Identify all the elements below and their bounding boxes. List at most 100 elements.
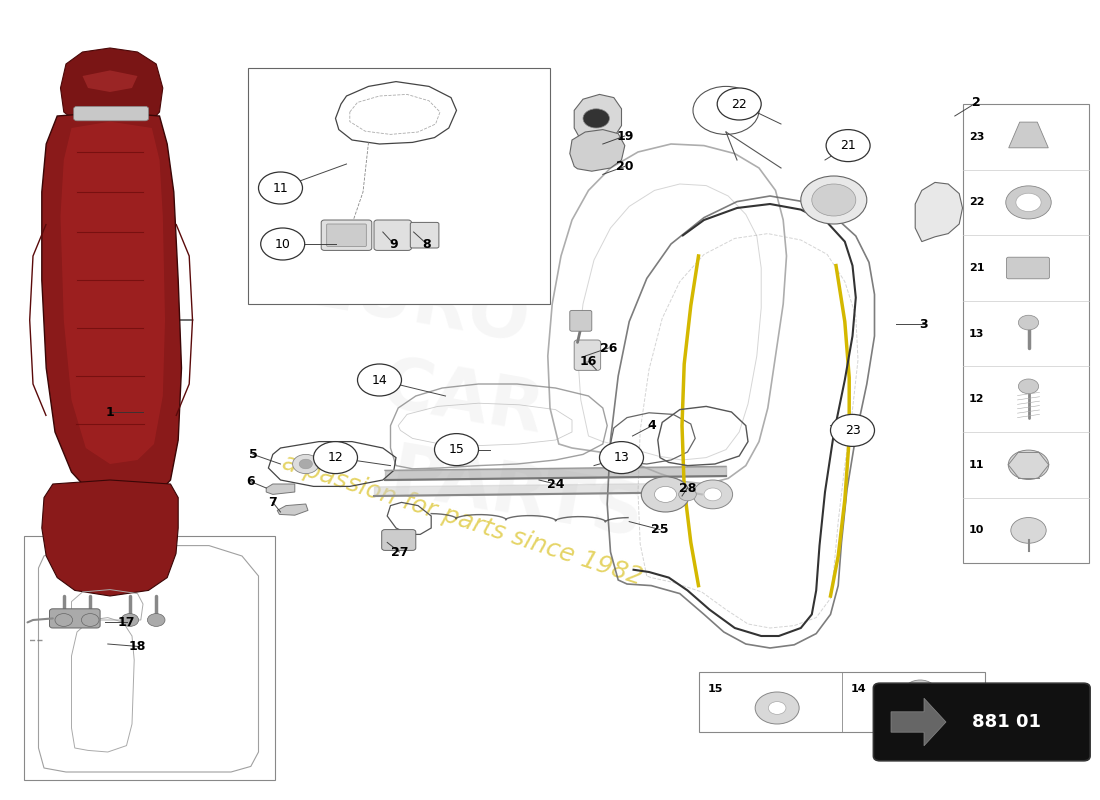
Text: 17: 17 bbox=[118, 616, 135, 629]
Circle shape bbox=[904, 680, 936, 704]
Text: 13: 13 bbox=[969, 329, 984, 338]
Text: 27: 27 bbox=[390, 546, 408, 558]
Circle shape bbox=[641, 477, 690, 512]
Text: 16: 16 bbox=[580, 355, 597, 368]
Text: 23: 23 bbox=[969, 132, 984, 142]
Text: 7: 7 bbox=[268, 496, 277, 509]
Circle shape bbox=[358, 364, 402, 396]
FancyBboxPatch shape bbox=[1006, 258, 1049, 278]
Text: 1: 1 bbox=[106, 406, 114, 418]
Text: 4: 4 bbox=[648, 419, 657, 432]
Circle shape bbox=[830, 414, 874, 446]
Bar bbox=[698, 672, 984, 732]
Text: CAR: CAR bbox=[375, 352, 549, 448]
Polygon shape bbox=[82, 70, 138, 92]
Text: 15: 15 bbox=[707, 684, 723, 694]
Polygon shape bbox=[60, 122, 165, 464]
Text: 28: 28 bbox=[679, 482, 696, 494]
Circle shape bbox=[1009, 450, 1048, 479]
Text: 881 01: 881 01 bbox=[971, 713, 1041, 731]
Text: 6: 6 bbox=[246, 475, 255, 488]
Text: 21: 21 bbox=[969, 263, 984, 273]
Text: 22: 22 bbox=[969, 198, 984, 207]
FancyBboxPatch shape bbox=[327, 224, 366, 246]
FancyBboxPatch shape bbox=[873, 683, 1090, 761]
FancyBboxPatch shape bbox=[321, 220, 372, 250]
Text: 18: 18 bbox=[129, 640, 146, 653]
Polygon shape bbox=[266, 484, 295, 494]
Circle shape bbox=[693, 480, 733, 509]
Polygon shape bbox=[277, 504, 308, 515]
Circle shape bbox=[1016, 194, 1041, 211]
Text: 20: 20 bbox=[616, 160, 634, 173]
FancyBboxPatch shape bbox=[570, 310, 592, 331]
Circle shape bbox=[55, 614, 73, 626]
Polygon shape bbox=[891, 698, 946, 746]
Polygon shape bbox=[60, 48, 163, 128]
Circle shape bbox=[147, 614, 165, 626]
Circle shape bbox=[583, 109, 609, 128]
FancyBboxPatch shape bbox=[382, 530, 416, 550]
FancyBboxPatch shape bbox=[410, 222, 439, 248]
Circle shape bbox=[121, 614, 139, 626]
Polygon shape bbox=[570, 130, 625, 171]
Circle shape bbox=[293, 454, 319, 474]
Text: 14: 14 bbox=[372, 374, 387, 386]
Circle shape bbox=[81, 614, 99, 626]
Text: 15: 15 bbox=[449, 443, 464, 456]
Circle shape bbox=[1019, 379, 1038, 394]
Circle shape bbox=[600, 442, 643, 474]
Text: 13: 13 bbox=[614, 451, 629, 464]
Text: 9: 9 bbox=[389, 238, 398, 250]
Circle shape bbox=[693, 86, 759, 134]
Text: 19: 19 bbox=[616, 130, 634, 142]
Text: EURO: EURO bbox=[301, 250, 535, 358]
Text: 10: 10 bbox=[275, 238, 290, 250]
Bar bbox=[248, 68, 550, 304]
Text: 8: 8 bbox=[422, 238, 431, 250]
Text: 22: 22 bbox=[732, 98, 747, 110]
Circle shape bbox=[704, 488, 722, 501]
Circle shape bbox=[679, 488, 696, 501]
Text: 10: 10 bbox=[969, 526, 984, 535]
Circle shape bbox=[812, 184, 856, 216]
FancyBboxPatch shape bbox=[50, 609, 100, 628]
Text: 11: 11 bbox=[273, 182, 288, 194]
Bar bbox=[962, 104, 1089, 563]
Circle shape bbox=[755, 692, 799, 724]
Polygon shape bbox=[1009, 122, 1048, 148]
FancyBboxPatch shape bbox=[374, 220, 411, 250]
Circle shape bbox=[434, 434, 478, 466]
Circle shape bbox=[258, 172, 303, 204]
Circle shape bbox=[826, 130, 870, 162]
Circle shape bbox=[261, 228, 305, 260]
Polygon shape bbox=[42, 480, 178, 596]
Text: 2: 2 bbox=[972, 96, 981, 109]
Text: 23: 23 bbox=[845, 424, 860, 437]
Polygon shape bbox=[915, 182, 962, 242]
Text: 21: 21 bbox=[840, 139, 856, 152]
Circle shape bbox=[801, 176, 867, 224]
Text: 12: 12 bbox=[969, 394, 984, 404]
Text: PARTS: PARTS bbox=[385, 440, 649, 552]
Circle shape bbox=[299, 459, 312, 469]
FancyBboxPatch shape bbox=[74, 106, 148, 121]
Text: a passion for parts since 1982: a passion for parts since 1982 bbox=[278, 450, 646, 590]
Circle shape bbox=[1005, 186, 1052, 219]
Text: 25: 25 bbox=[651, 523, 669, 536]
FancyBboxPatch shape bbox=[574, 340, 601, 370]
Polygon shape bbox=[42, 112, 182, 504]
Circle shape bbox=[314, 442, 358, 474]
Text: 11: 11 bbox=[969, 460, 984, 470]
Text: 24: 24 bbox=[547, 478, 564, 490]
Polygon shape bbox=[574, 94, 622, 142]
Text: 5: 5 bbox=[249, 448, 257, 461]
Text: 26: 26 bbox=[600, 342, 617, 354]
Circle shape bbox=[768, 702, 785, 714]
Text: 14: 14 bbox=[850, 684, 866, 694]
Circle shape bbox=[717, 88, 761, 120]
Text: 12: 12 bbox=[328, 451, 343, 464]
Bar bbox=[24, 536, 275, 780]
Circle shape bbox=[654, 486, 676, 502]
Circle shape bbox=[1011, 518, 1046, 543]
